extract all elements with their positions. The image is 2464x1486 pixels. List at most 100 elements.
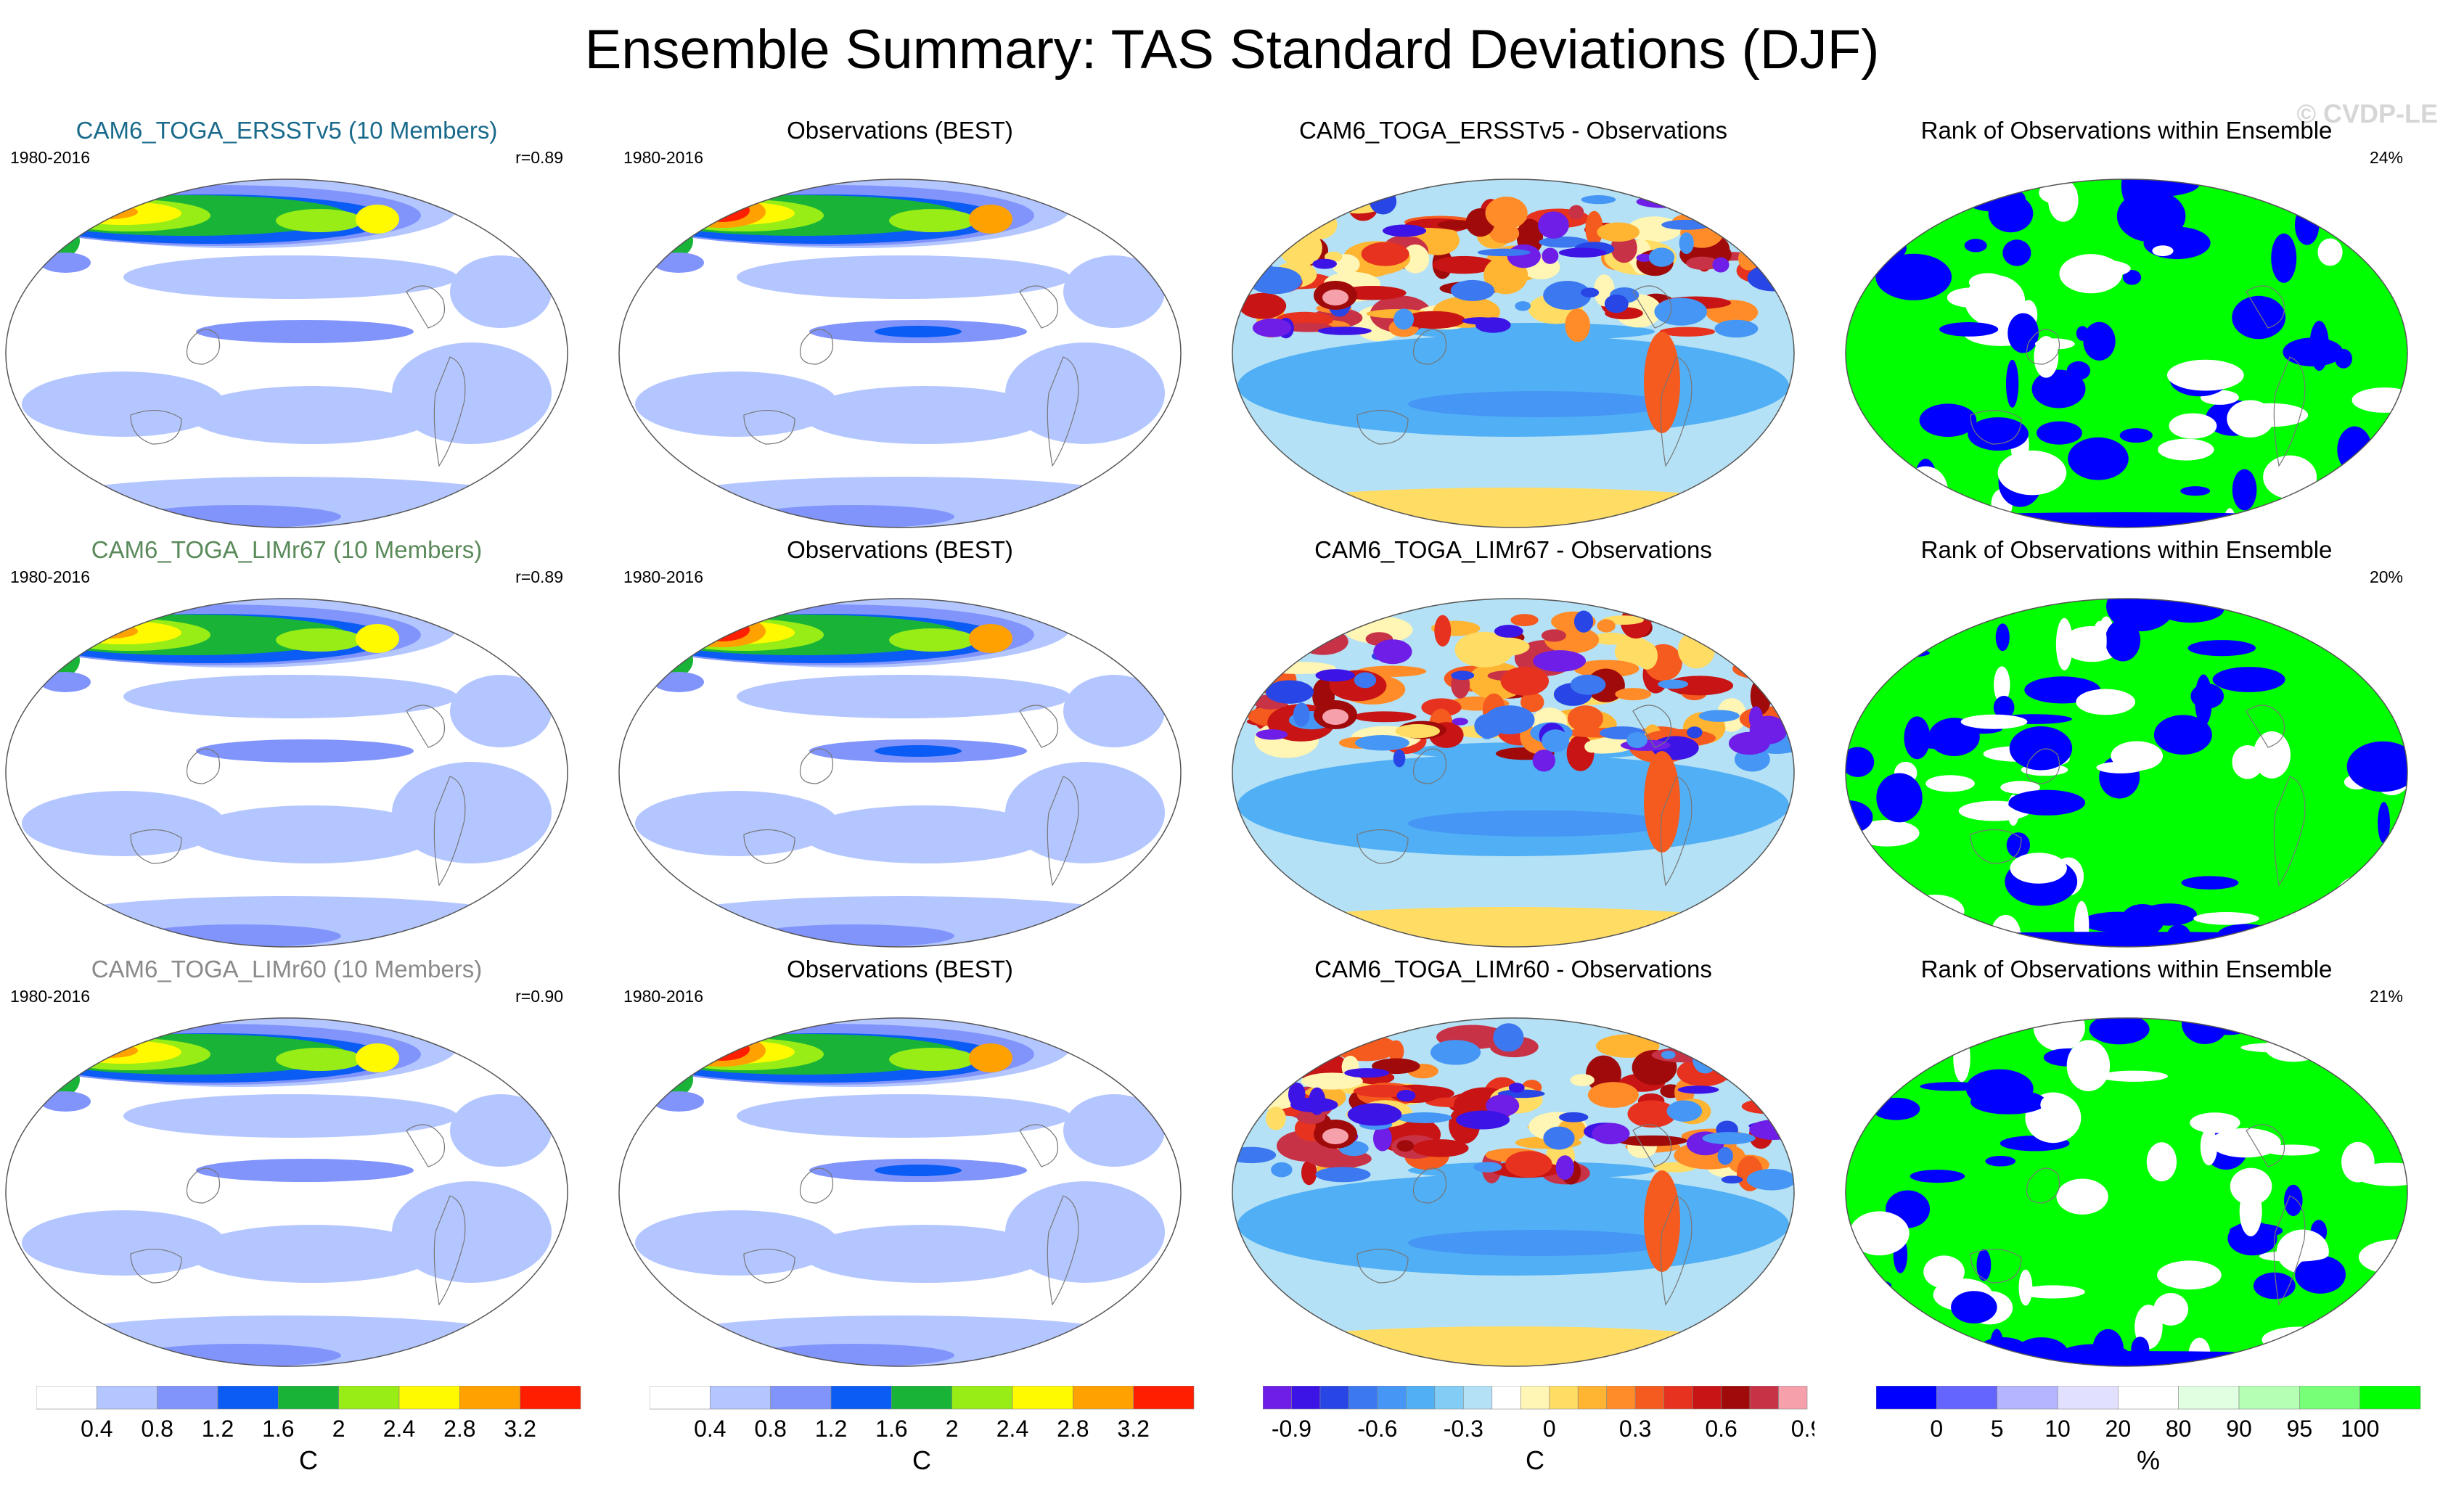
rank-patch [1985, 1155, 2016, 1167]
rank-patch [1995, 623, 2010, 652]
colorbar-swatch [2178, 1386, 2240, 1410]
map-diff [1232, 178, 1795, 528]
colorbar-tick-label: 0.9 [1791, 1416, 1814, 1442]
colorbar-tick-label: 0.4 [694, 1416, 726, 1442]
rank-patch [1953, 1033, 1970, 1083]
colorbar-swatch [710, 1386, 771, 1410]
south-america-region [1005, 1181, 1165, 1283]
coastlines [1356, 705, 1693, 887]
colorbar-tick-label: 1.6 [875, 1416, 907, 1442]
rank-patch [2232, 469, 2257, 511]
colorbar-tick-label: 0.8 [141, 1416, 173, 1442]
colorbar-swatch [1012, 1386, 1073, 1410]
rank-patch [2262, 1326, 2338, 1353]
southern-ocean-neg-2 [1408, 1230, 1669, 1256]
rank-patch [2283, 337, 2344, 366]
diff-patch [1743, 1032, 1782, 1045]
rank-patch [1849, 1211, 1910, 1256]
diff-patch-neg [1344, 1068, 1390, 1078]
rank-patch [1965, 1069, 2034, 1109]
diff-patch-neg [1543, 1126, 1575, 1150]
panel-period: 1980-2016 [623, 987, 703, 1006]
colorbar-swatch [2057, 1386, 2119, 1410]
rank-patch [1846, 747, 1875, 777]
colorbar-tick-label: 2.4 [383, 1416, 415, 1442]
map-rank [1845, 598, 2408, 948]
colorbar-swatch [1434, 1386, 1464, 1410]
panel-title: Observations (BEST) [787, 117, 1013, 144]
rank-patch [2033, 1018, 2085, 1051]
diff-patch [1615, 688, 1652, 701]
diff-patch-neg [1235, 617, 1266, 645]
diff-patch [1301, 1159, 1317, 1186]
south-america-region [1005, 342, 1165, 444]
atlantic-region [450, 255, 552, 328]
rank-patch [2187, 640, 2256, 657]
rank-patch [2008, 789, 2086, 816]
diff-patch-neg [1581, 287, 1600, 297]
diff-patch [1454, 631, 1514, 668]
na-6 [969, 1043, 1012, 1072]
coastlines [130, 705, 466, 887]
colorbar-swatch [1876, 1386, 1937, 1410]
diff-patch-neg [1658, 679, 1689, 689]
diff-patch-neg [1542, 247, 1559, 264]
rank-patch [2239, 1186, 2262, 1236]
diff-patch-neg [1698, 710, 1740, 722]
rank-patch [2002, 239, 2031, 266]
rank-patch [1865, 648, 1930, 658]
colorbar-tick-label: -0.9 [1272, 1416, 1311, 1442]
rank-patch [2010, 853, 2067, 884]
na-5 [276, 1048, 363, 1071]
southern-ocean-neg [1237, 335, 1789, 437]
rank-patch [2116, 190, 2186, 242]
rank-patch [2210, 1128, 2281, 1158]
rank-patch [2232, 744, 2264, 779]
rank-patch [2076, 689, 2135, 715]
map-border [1232, 178, 1795, 528]
rank-patch [2253, 1272, 2296, 1300]
diff-patch [1388, 1040, 1404, 1063]
panel-title: Observations (BEST) [787, 956, 1013, 982]
colorbar-tick-label: 5 [1991, 1416, 2004, 1442]
diff-patch [1565, 308, 1590, 342]
diff-patch-neg [1712, 257, 1730, 273]
map-rank [1845, 1017, 2408, 1367]
panel-model: CAM6_TOGA_LIMr60 (10 Members) 1980-2016 r=… [0, 955, 573, 1368]
rank-patch [2378, 802, 2390, 844]
colorbar-swatch [338, 1386, 400, 1410]
diff-patch-neg [1256, 729, 1288, 740]
diff-patch [1567, 705, 1603, 732]
panel-title: Observations (BEST) [787, 536, 1013, 563]
rank-patch [1868, 622, 1907, 639]
rank-patch [1903, 466, 1948, 514]
north-pacific-region [737, 255, 1071, 299]
na-6 [356, 205, 399, 234]
diff-patch-neg [1354, 672, 1377, 689]
equatorial-pacific-band [196, 1159, 414, 1182]
colorbar-swatch [1577, 1386, 1607, 1410]
rank-patch [1964, 239, 1987, 253]
panel-title: CAM6_TOGA_ERSSTv5 - Observations [1299, 117, 1727, 144]
diff-patch-neg [1721, 1175, 1743, 1184]
colorbar-tick-label: 20 [2105, 1416, 2132, 1442]
diff-patch-neg [1679, 232, 1694, 254]
rank-patch [2000, 781, 2040, 795]
colorbar-swatch [1073, 1386, 1134, 1410]
north-pacific-region [123, 1094, 457, 1138]
rank-patch [1904, 716, 1931, 760]
diff-patch-neg [1661, 1050, 1676, 1059]
colorbar-tick-label: 10 [2045, 1416, 2071, 1442]
panel-period: 1980-2016 [10, 567, 90, 586]
diff-patch [1253, 653, 1292, 665]
diff-patch-neg [1508, 1083, 1525, 1093]
eurasia-7 [679, 615, 766, 647]
colorbar-swatch [1377, 1386, 1407, 1410]
rank-patch [2345, 882, 2407, 906]
rank-patch [2157, 599, 2224, 623]
map-border [618, 1017, 1182, 1367]
eurasia-7 [80, 205, 138, 219]
panel-obs: Observations (BEST) 1980-2016 [613, 535, 1187, 949]
rank-patch [2227, 400, 2274, 438]
diff-patch-neg [1493, 1023, 1524, 1052]
